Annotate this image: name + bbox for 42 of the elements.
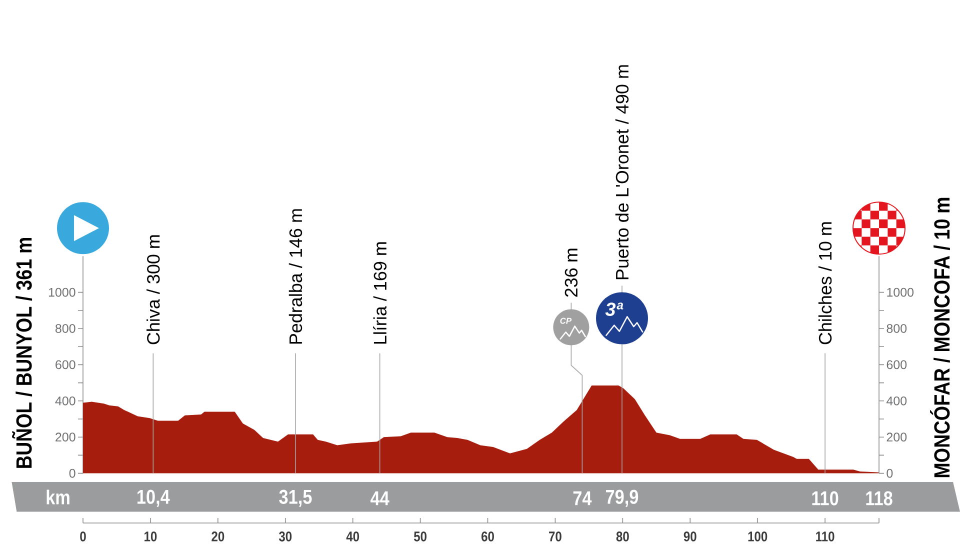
x-tick-label: 0 [80, 532, 86, 542]
ref-line-label: Puerto de L'Oronet / 490 m [615, 65, 629, 280]
ref-line-label: 236 m [564, 248, 578, 297]
x2-tick-label: 74 [573, 491, 592, 506]
y2-tick-label: 0 [69, 468, 76, 478]
x-tick-label: 110 [816, 532, 834, 542]
y2-tick-label: 1000 [48, 288, 76, 297]
y-tick-label: 1000 [887, 288, 914, 297]
x2-tick-label: 10,4 [137, 490, 170, 507]
ref-line-label: Chiva / 300 m [146, 235, 160, 344]
x2-tick-label: 118 [866, 491, 892, 506]
y-tick-label: 800 [886, 324, 907, 333]
y-tick-label: 200 [886, 432, 907, 442]
x2-axis-title: km [46, 490, 70, 504]
x2-tick-label: 110 [812, 491, 838, 506]
x2-tick-label: 44 [370, 491, 390, 506]
y2-tick-label: 200 [56, 432, 76, 442]
y2-tick-label: 600 [56, 360, 76, 370]
x-tick-label: 90 [684, 532, 696, 542]
annotation: CP [560, 318, 572, 324]
annotation: 3ª [605, 302, 624, 316]
x-tick-label: 100 [748, 532, 768, 542]
y-tick-label: 400 [886, 396, 907, 406]
x-tick-label: 60 [481, 532, 494, 542]
x-tick-label: 70 [549, 532, 562, 542]
x-tick-label: 20 [212, 532, 224, 542]
text: MONCÓFAR / MONCOFA / 10 m [930, 198, 950, 478]
ref-line-label: Pedralba / 146 m [288, 209, 302, 344]
x-tick-label: 80 [616, 532, 629, 542]
x-tick-label: 40 [346, 532, 360, 542]
text: BUÑOL / BUNYOL / 361 m [12, 238, 32, 468]
y2-tick-label: 800 [55, 324, 76, 333]
y-tick-label: 0 [886, 468, 893, 478]
x-tick-label: 10 [144, 532, 157, 542]
x-tick-label: 50 [414, 532, 426, 542]
x2-tick-label: 79,9 [606, 490, 638, 507]
ref-line-label: Llíria / 169 m [373, 242, 387, 344]
x2-tick-label: 31,5 [279, 490, 312, 507]
x-tick-label: 30 [278, 532, 292, 542]
ref-line-label: Chilches / 10 m [818, 222, 832, 344]
y2-tick-label: 400 [55, 396, 76, 406]
y-tick-label: 600 [886, 360, 907, 370]
